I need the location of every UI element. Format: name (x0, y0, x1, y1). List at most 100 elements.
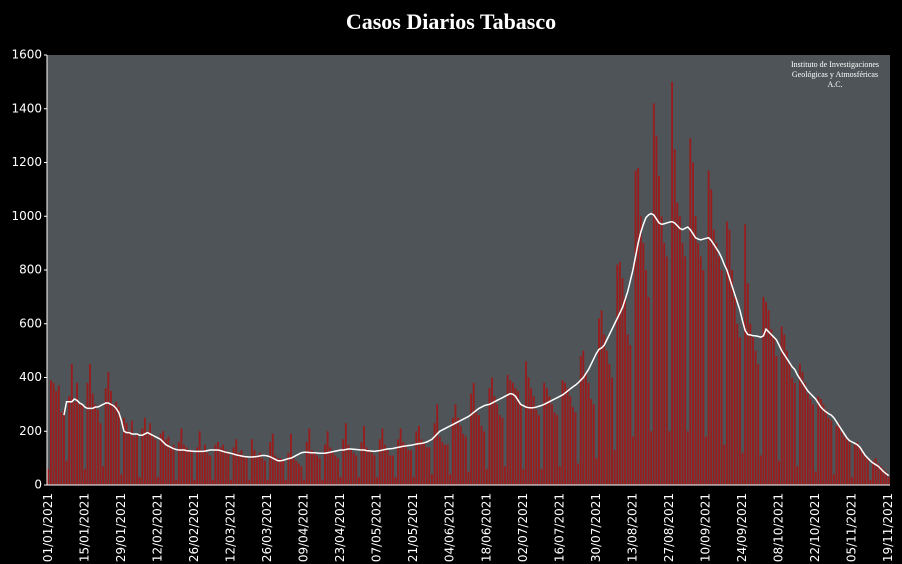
bar (73, 401, 76, 485)
bar (514, 388, 517, 485)
bar (715, 243, 718, 485)
bar (744, 224, 747, 485)
bar (243, 455, 245, 485)
bar (491, 377, 493, 485)
x-tick-label: 09/04/2021 (297, 493, 311, 562)
y-tick-label: 200 (19, 424, 42, 438)
bar (115, 401, 118, 485)
bar (767, 310, 770, 485)
bar (83, 468, 86, 485)
bar (754, 350, 757, 485)
bar (253, 450, 256, 485)
bar (402, 442, 405, 485)
bar (749, 323, 752, 485)
bar (329, 447, 332, 485)
bar (608, 364, 611, 485)
bar (371, 452, 373, 485)
bar (684, 256, 687, 485)
bar (519, 404, 522, 485)
bar (89, 364, 91, 485)
bar (830, 420, 833, 485)
bar (248, 479, 251, 485)
bar (746, 283, 749, 485)
bar (676, 202, 679, 485)
bar (632, 436, 634, 485)
bar (444, 444, 446, 485)
bar (671, 81, 673, 485)
bar (269, 442, 272, 485)
bar (107, 372, 110, 485)
bar (707, 170, 710, 485)
bar (694, 216, 697, 485)
bar (96, 409, 99, 485)
x-tick-label: 16/07/2021 (552, 493, 566, 562)
x-tick-label: 18/06/2021 (479, 493, 493, 562)
bar (141, 428, 144, 485)
bar (342, 439, 345, 485)
bar (222, 444, 225, 485)
bar (819, 399, 822, 485)
x-tick-label: 26/03/2021 (260, 493, 274, 562)
bar (686, 431, 689, 485)
bar (240, 450, 243, 485)
bar (339, 476, 342, 485)
bar (446, 444, 449, 485)
bar (99, 423, 102, 485)
bar (725, 221, 728, 485)
bar (457, 417, 459, 485)
y-tick-label: 1200 (11, 155, 42, 169)
bar (493, 396, 496, 485)
bar (128, 431, 131, 485)
bar (125, 423, 128, 485)
moving-average-line (63, 212, 890, 477)
bar (292, 458, 295, 485)
x-tick-label: 10/09/2021 (699, 493, 713, 562)
bar (133, 436, 136, 485)
x-tick-label: 02/07/2021 (516, 493, 530, 562)
bar (50, 380, 52, 485)
bar (571, 407, 574, 485)
bar (271, 433, 274, 485)
bar (762, 296, 765, 485)
bar (326, 431, 329, 485)
bar (825, 409, 827, 485)
bar (483, 431, 486, 485)
bar (511, 382, 514, 485)
bar (822, 404, 825, 485)
bar (154, 439, 157, 485)
bar (806, 393, 809, 485)
bar (180, 428, 183, 485)
bar (459, 425, 462, 485)
bar (384, 444, 386, 485)
bar (517, 390, 520, 485)
bar (438, 436, 441, 485)
bar (832, 474, 835, 485)
x-tick-label: 24/09/2021 (735, 493, 749, 562)
bar (143, 417, 146, 485)
bar (624, 296, 627, 485)
bar (321, 479, 324, 485)
bar (551, 404, 553, 485)
bar (791, 377, 794, 485)
bar (613, 450, 616, 485)
bar (86, 382, 89, 485)
bar (378, 439, 381, 485)
bar (441, 442, 444, 485)
bar (120, 474, 123, 485)
bar (295, 460, 298, 485)
bar (621, 278, 624, 485)
bar (592, 404, 595, 485)
bar (553, 412, 556, 485)
bar (138, 476, 141, 485)
bar (498, 415, 501, 485)
x-tick-label: 21/05/2021 (406, 493, 420, 562)
bar (634, 170, 637, 485)
bar (318, 458, 321, 485)
bar (412, 476, 415, 485)
x-tick-label: 01/01/2021 (41, 493, 55, 562)
bar (337, 458, 339, 485)
bar (256, 455, 259, 485)
bar (793, 382, 796, 485)
bar (70, 364, 73, 485)
